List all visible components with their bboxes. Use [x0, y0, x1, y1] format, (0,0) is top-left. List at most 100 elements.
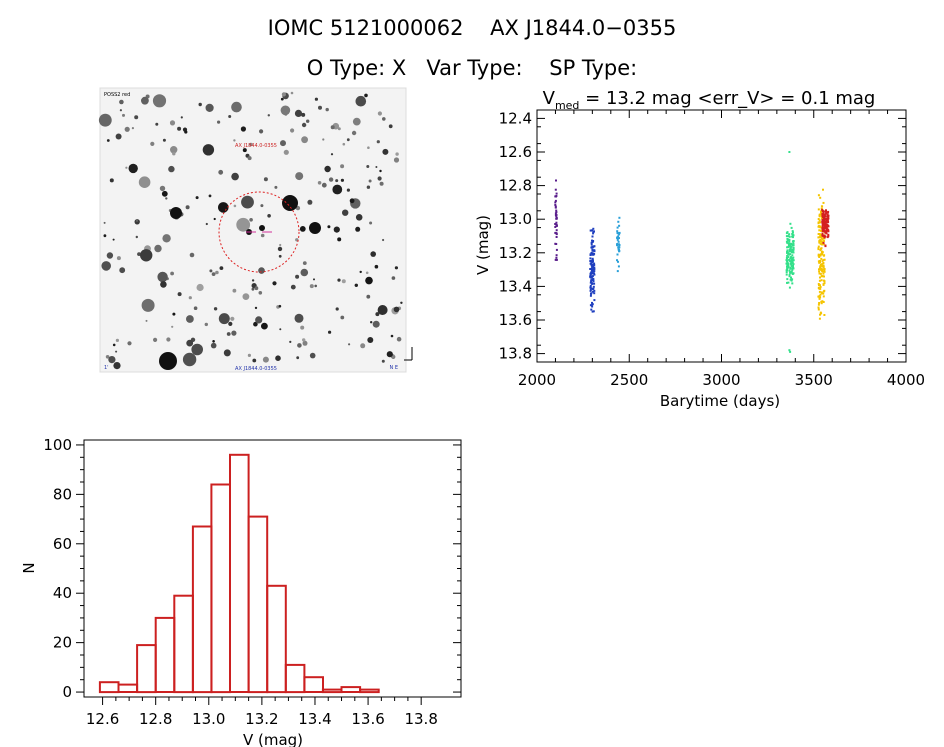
lightcurve-point	[821, 224, 824, 227]
finder-star	[299, 226, 306, 232]
finder-star	[150, 141, 155, 146]
finder-star	[396, 336, 402, 342]
finder-star	[231, 172, 239, 181]
finder-star	[340, 315, 345, 320]
finder-star	[370, 251, 377, 257]
lightcurve-point	[790, 250, 793, 253]
lightcurve-point	[818, 272, 821, 275]
lightcurve-point	[789, 271, 792, 274]
finder-star	[171, 325, 174, 328]
lightcurve-point	[788, 235, 791, 238]
lightcurve-point	[786, 231, 789, 234]
finder-star	[166, 337, 171, 342]
finder-star	[322, 138, 325, 141]
lightcurve-point	[791, 257, 794, 260]
lightcurve-point	[818, 236, 821, 239]
lightcurve-point	[818, 261, 821, 264]
lightcurve-point	[618, 231, 621, 234]
lightcurve-point	[818, 225, 820, 228]
finder-star	[205, 103, 214, 112]
lightcurve-point	[592, 267, 595, 270]
finder-star	[400, 301, 403, 304]
lightcurve-point	[592, 285, 595, 288]
lightcurve-point	[789, 350, 792, 353]
lightcurve-point	[789, 267, 792, 270]
lightcurve-point	[823, 217, 826, 220]
lightcurve-point	[826, 229, 829, 231]
finder-star	[351, 130, 357, 136]
lightcurve-xtick-label: 2000	[518, 371, 556, 389]
finder-star	[236, 217, 251, 232]
lightcurve-point	[823, 213, 826, 216]
finder-star	[296, 356, 300, 360]
lightcurve-point	[589, 229, 592, 232]
lightcurve-point	[555, 233, 558, 236]
lightcurve-point	[592, 265, 595, 268]
lightcurve-point	[786, 265, 788, 268]
lightcurve-point	[819, 263, 822, 266]
lightcurve-point	[592, 232, 595, 235]
lightcurve-point	[822, 279, 825, 282]
lightcurve-point	[818, 215, 821, 218]
histogram-xtick-label: 13.2	[245, 710, 278, 728]
lightcurve-point	[820, 207, 823, 210]
finder-bright-star	[170, 207, 182, 219]
lightcurve-point	[785, 235, 788, 238]
lightcurve-point	[792, 267, 795, 270]
histogram-chart: 12.6 12.8 13.0 13.2 13.4 13.6 13.8 0 20 40 60 80 100…	[20, 436, 462, 747]
lightcurve-point	[591, 303, 594, 306]
finder-star	[379, 169, 382, 173]
chart-title-line1: IOMC 5121000062 AX J1844.0−0355	[267, 16, 677, 40]
finder-star	[333, 226, 340, 233]
finder-star	[309, 352, 316, 359]
histogram-bar	[117, 683, 139, 693]
lightcurve-point	[789, 257, 792, 260]
finder-star	[364, 93, 368, 98]
lightcurve-ylabel: V (mag)	[474, 215, 492, 275]
finder-star	[258, 267, 265, 274]
lightcurve-point	[822, 301, 825, 303]
lightcurve-point	[792, 231, 794, 234]
lightcurve-point	[618, 216, 621, 219]
lightcurve-point	[818, 256, 821, 258]
lightcurve-point	[819, 213, 822, 216]
finder-star	[189, 252, 195, 258]
finder-star	[314, 97, 318, 101]
finder-star	[359, 270, 362, 274]
lightcurve-point	[591, 235, 594, 238]
finder-star	[375, 166, 378, 168]
finder-star	[103, 234, 107, 238]
lightcurve-point	[591, 272, 594, 275]
lightcurve-point	[820, 240, 822, 243]
lightcurve-point	[820, 229, 822, 232]
finder-star	[122, 113, 125, 117]
finder-star	[258, 291, 263, 295]
finder-star	[262, 356, 269, 363]
lightcurve-point	[819, 221, 822, 224]
lightcurve-point	[818, 240, 821, 243]
histogram-bar	[154, 616, 176, 694]
lightcurve-point	[593, 289, 596, 292]
finder-star	[119, 109, 122, 112]
finder-star	[177, 126, 182, 131]
finder-star	[394, 266, 398, 270]
lightcurve-point	[592, 310, 595, 313]
finder-star	[186, 315, 194, 323]
finder-star	[377, 176, 382, 181]
finder-star	[205, 222, 208, 226]
finder-star	[382, 238, 385, 242]
finder-star	[254, 306, 258, 310]
lightcurve-ytick-label: 13.0	[499, 210, 532, 228]
finder-star	[324, 165, 331, 173]
finder-star	[382, 148, 389, 155]
lightcurve-point	[822, 243, 825, 246]
lightcurve-point	[790, 256, 792, 259]
finder-star	[219, 266, 224, 270]
lightcurve-point	[592, 290, 594, 293]
finder-star	[211, 272, 216, 276]
lightcurve-point	[592, 280, 595, 283]
finder-star	[233, 204, 237, 208]
histogram-xtick-label: 13.6	[351, 710, 384, 728]
lightcurve-point	[820, 291, 823, 294]
finder-star	[209, 269, 213, 273]
